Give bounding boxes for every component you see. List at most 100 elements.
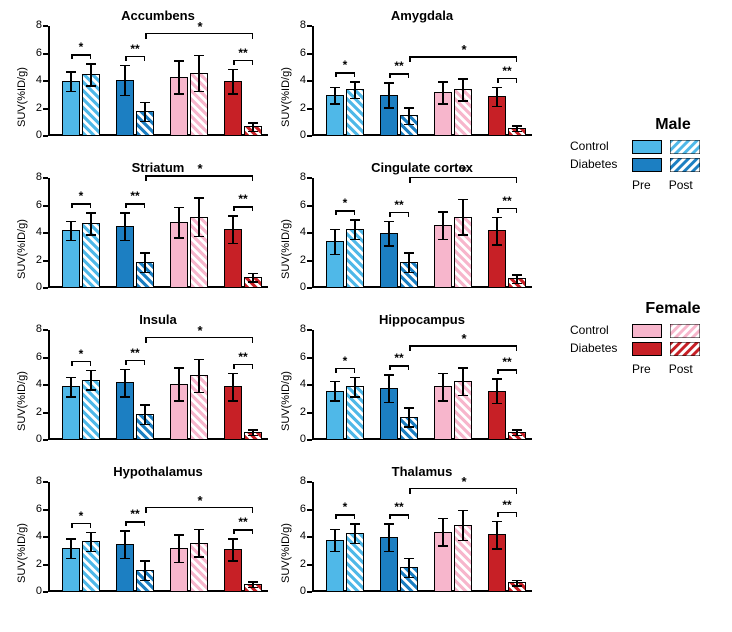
y-tick-label: 4: [26, 74, 42, 86]
legend-title: Male: [618, 116, 728, 134]
y-tick-label: 0: [290, 433, 306, 445]
legend-pre-label: Pre: [632, 362, 651, 376]
y-tick-label: 4: [26, 530, 42, 542]
legend-title: Female: [618, 300, 728, 318]
y-tick-label: 4: [290, 74, 306, 86]
legend-swatch-post: [670, 324, 700, 343]
y-tick-label: 6: [26, 199, 42, 211]
legend-male: Male Control Diabetes Pre Post: [570, 116, 730, 206]
chart-panel-thalamus: ThalamusSUV(%ID/g)02468******: [312, 482, 532, 592]
y-tick-label: 0: [26, 281, 42, 293]
y-tick-label: 0: [26, 129, 42, 141]
legend-prepost: Pre Post: [632, 178, 693, 192]
y-tick-label: 8: [26, 171, 42, 183]
chart-panel-insula: InsulaSUV(%ID/g)02468******: [48, 330, 268, 440]
significance-mark: *: [193, 323, 207, 338]
chart-panel-amygdala: AmygdalaSUV(%ID/g)02468******: [312, 26, 532, 136]
significance-mark: **: [227, 192, 259, 206]
y-tick-label: 6: [290, 351, 306, 363]
chart-panel-striatum: StriatumSUV(%ID/g)02468******: [48, 178, 268, 288]
y-tick-label: 0: [290, 281, 306, 293]
y-tick-label: 6: [290, 47, 306, 59]
legend-row-label: Diabetes: [570, 157, 617, 171]
significance-mark: *: [457, 163, 471, 178]
y-tick-label: 4: [290, 226, 306, 238]
panel-title: Hippocampus: [312, 312, 532, 327]
significance-mark: **: [383, 500, 415, 514]
y-tick-label: 6: [26, 503, 42, 515]
legend-row-label: Control: [570, 323, 609, 337]
significance-mark: *: [329, 354, 361, 368]
y-tick-label: 0: [26, 433, 42, 445]
legend-swatch-pre: [632, 140, 662, 154]
legend-prepost: Pre Post: [632, 362, 693, 376]
significance-mark: *: [457, 474, 471, 489]
y-tick-label: 8: [290, 323, 306, 335]
panel-title: Thalamus: [312, 464, 532, 479]
significance-mark: *: [65, 40, 97, 54]
legend-post-label: Post: [669, 362, 693, 376]
significance-mark: **: [227, 46, 259, 60]
legend-swatch-pre: [632, 158, 662, 172]
significance-mark: **: [491, 498, 523, 512]
significance-mark: *: [193, 19, 207, 34]
panel-title: Amygdala: [312, 8, 532, 23]
panel-title: Accumbens: [48, 8, 268, 23]
significance-mark: **: [491, 194, 523, 208]
y-tick-label: 2: [290, 102, 306, 114]
significance-mark: *: [193, 161, 207, 176]
significance-mark: **: [119, 189, 151, 203]
y-tick-label: 2: [26, 254, 42, 266]
legend-swatch-post: [670, 140, 700, 159]
y-tick-label: 6: [290, 199, 306, 211]
y-tick-label: 4: [26, 226, 42, 238]
y-tick-label: 8: [26, 323, 42, 335]
y-tick-label: 8: [290, 171, 306, 183]
panel-title: Insula: [48, 312, 268, 327]
significance-mark: **: [383, 198, 415, 212]
legend-post-label: Post: [669, 178, 693, 192]
legend-pre-label: Pre: [632, 178, 651, 192]
y-tick-label: 2: [290, 254, 306, 266]
y-tick-label: 2: [26, 558, 42, 570]
y-tick-label: 4: [290, 378, 306, 390]
panel-title: Hypothalamus: [48, 464, 268, 479]
significance-mark: **: [383, 351, 415, 365]
significance-mark: *: [329, 196, 361, 210]
y-tick-label: 2: [26, 102, 42, 114]
y-tick-label: 6: [290, 503, 306, 515]
y-tick-label: 4: [290, 530, 306, 542]
legend-swatch-post: [670, 342, 700, 361]
chart-panel-accumbens: AccumbensSUV(%ID/g)02468******: [48, 26, 268, 136]
y-tick-label: 8: [290, 475, 306, 487]
y-tick-label: 2: [290, 558, 306, 570]
y-tick-label: 6: [26, 47, 42, 59]
y-tick-label: 2: [26, 406, 42, 418]
legend-row-label: Control: [570, 139, 609, 153]
legend-female: Female Control Diabetes Pre Post: [570, 300, 730, 390]
panel-title: Striatum: [48, 160, 268, 175]
significance-mark: *: [65, 509, 97, 523]
significance-mark: **: [227, 515, 259, 529]
significance-mark: **: [119, 42, 151, 56]
significance-mark: *: [193, 493, 207, 508]
legend-swatch-pre: [632, 342, 662, 356]
significance-mark: *: [65, 347, 97, 361]
significance-mark: *: [457, 331, 471, 346]
significance-mark: *: [65, 189, 97, 203]
y-tick-label: 0: [290, 129, 306, 141]
significance-mark: *: [457, 42, 471, 57]
figure: AccumbensSUV(%ID/g)02468******AmygdalaSU…: [0, 0, 732, 632]
y-tick-label: 2: [290, 406, 306, 418]
significance-mark: **: [491, 64, 523, 78]
y-tick-label: 0: [26, 585, 42, 597]
legend-swatch-pre: [632, 324, 662, 338]
y-tick-label: 6: [26, 351, 42, 363]
chart-panel-hippocampus: HippocampusSUV(%ID/g)02468******: [312, 330, 532, 440]
chart-panel-cingulate-cortex: Cingulate cortexSUV(%ID/g)02468******: [312, 178, 532, 288]
significance-mark: **: [227, 350, 259, 364]
legend-row-label: Diabetes: [570, 341, 617, 355]
legend-swatch-post: [670, 158, 700, 177]
y-tick-label: 8: [26, 475, 42, 487]
y-tick-label: 4: [26, 378, 42, 390]
